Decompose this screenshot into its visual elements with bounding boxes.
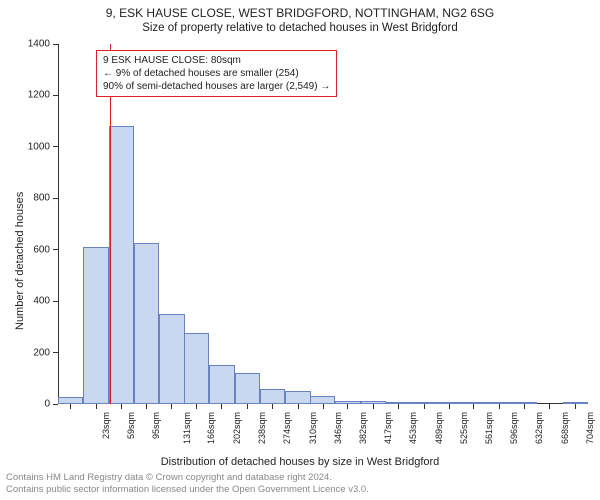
xtick <box>121 404 122 409</box>
xtick <box>70 404 71 409</box>
histogram-bar <box>563 402 588 404</box>
xtick-label: 95sqm <box>151 412 161 439</box>
ytick-label: 600 <box>18 244 50 255</box>
xtick <box>323 404 324 409</box>
ytick-label: 200 <box>18 347 50 358</box>
ytick <box>53 44 58 45</box>
xtick <box>373 404 374 409</box>
ytick <box>53 301 58 302</box>
xtick <box>347 404 348 409</box>
footer-line1: Contains HM Land Registry data © Crown c… <box>6 472 369 484</box>
xtick <box>146 404 147 409</box>
x-axis-label: Distribution of detached houses by size … <box>0 456 600 468</box>
xtick-label: 274sqm <box>282 412 292 444</box>
xtick <box>449 404 450 409</box>
xtick-label: 561sqm <box>484 412 494 444</box>
xtick <box>524 404 525 409</box>
xtick <box>424 404 425 409</box>
histogram-bar <box>285 391 310 404</box>
ytick <box>53 95 58 96</box>
y-axis-label: Number of detached houses <box>14 192 26 330</box>
xtick <box>298 404 299 409</box>
histogram-bar <box>437 402 462 404</box>
histogram-bar <box>235 373 260 404</box>
xtick-label: 166sqm <box>206 412 216 444</box>
xtick-label: 525sqm <box>459 412 469 444</box>
xtick-label: 59sqm <box>126 412 136 439</box>
ytick-label: 400 <box>18 296 50 307</box>
xtick <box>171 404 172 409</box>
marker-line <box>110 44 111 404</box>
page-title-line2: Size of property relative to detached ho… <box>0 20 600 36</box>
histogram-bar <box>461 402 486 404</box>
chart-area: 020040060080010001200140023sqm59sqm95sqm… <box>58 44 588 404</box>
ytick-label: 800 <box>18 193 50 204</box>
histogram-plot: 020040060080010001200140023sqm59sqm95sqm… <box>58 44 588 404</box>
xtick-label: 238sqm <box>257 412 267 444</box>
ytick <box>53 352 58 353</box>
histogram-bar <box>159 314 184 404</box>
xtick-label: 453sqm <box>408 412 418 444</box>
xtick-label: 131sqm <box>182 412 192 444</box>
xtick-label: 202sqm <box>232 412 242 444</box>
xtick-label: 704sqm <box>585 412 595 444</box>
annotation-line2: ← 9% of detached houses are smaller (254… <box>103 67 330 80</box>
histogram-bar <box>209 365 234 404</box>
xtick <box>196 404 197 409</box>
annotation-box: 9 ESK HAUSE CLOSE: 80sqm ← 9% of detache… <box>96 50 337 97</box>
ytick-label: 0 <box>18 399 50 410</box>
xtick-label: 632sqm <box>534 412 544 444</box>
xtick <box>499 404 500 409</box>
xtick <box>272 404 273 409</box>
xtick <box>575 404 576 409</box>
histogram-bar <box>361 401 386 404</box>
xtick-label: 489sqm <box>434 412 444 444</box>
xtick <box>549 404 550 409</box>
y-axis <box>58 44 59 404</box>
xtick <box>473 404 474 409</box>
ytick <box>53 249 58 250</box>
annotation-line1: 9 ESK HAUSE CLOSE: 80sqm <box>103 54 330 67</box>
ytick <box>53 146 58 147</box>
xtick-label: 346sqm <box>333 412 343 444</box>
histogram-bar <box>134 243 159 404</box>
xtick-label: 596sqm <box>509 412 519 444</box>
xtick-label: 417sqm <box>383 412 393 444</box>
xtick-label: 23sqm <box>101 412 111 439</box>
xtick-label: 310sqm <box>308 412 318 444</box>
histogram-bar <box>310 396 335 404</box>
ytick <box>53 198 58 199</box>
histogram-bar <box>487 402 512 404</box>
page-title-line1: 9, ESK HAUSE CLOSE, WEST BRIDGFORD, NOTT… <box>0 0 600 20</box>
footer-text: Contains HM Land Registry data © Crown c… <box>6 472 369 496</box>
ytick-label: 1200 <box>18 90 50 101</box>
xtick <box>398 404 399 409</box>
histogram-bar <box>335 401 360 404</box>
histogram-bar <box>109 126 134 404</box>
histogram-bar <box>58 397 83 404</box>
histogram-bar <box>512 402 537 404</box>
histogram-bar <box>184 333 209 404</box>
xtick <box>96 404 97 409</box>
ytick-label: 1400 <box>18 39 50 50</box>
annotation-line3: 90% of semi-detached houses are larger (… <box>103 80 330 93</box>
xtick-label: 382sqm <box>358 412 368 444</box>
histogram-bar <box>260 389 285 404</box>
footer-line2: Contains public sector information licen… <box>6 484 369 496</box>
histogram-bar <box>411 402 436 404</box>
histogram-bar <box>83 247 108 404</box>
xtick-label: 668sqm <box>560 412 570 444</box>
xtick <box>221 404 222 409</box>
xtick <box>247 404 248 409</box>
ytick-label: 1000 <box>18 141 50 152</box>
histogram-bar <box>386 402 411 404</box>
